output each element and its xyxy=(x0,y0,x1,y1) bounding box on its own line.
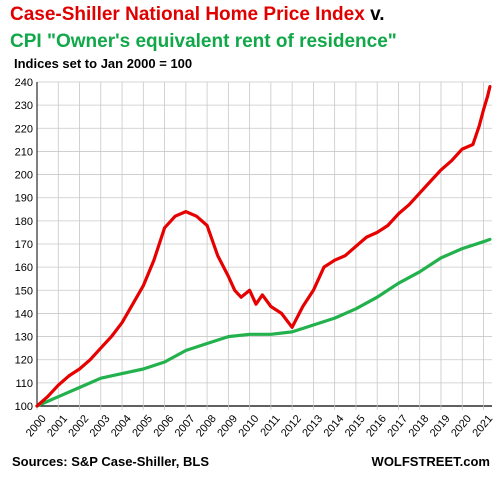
title-red-part: Case-Shiller National Home Price Index xyxy=(10,4,365,25)
chart-grid xyxy=(36,81,492,410)
x-tick-label: 2003 xyxy=(88,413,113,439)
x-tick-label: 2005 xyxy=(130,413,155,439)
x-tick-label: 2012 xyxy=(279,413,304,439)
x-tick-label: 2006 xyxy=(151,413,176,439)
x-axis: 2000200120022003200420052006200720082009… xyxy=(24,413,495,439)
y-tick-label: 210 xyxy=(15,146,33,158)
y-tick-label: 230 xyxy=(15,100,33,112)
y-tick-label: 100 xyxy=(15,401,33,413)
x-tick-label: 2000 xyxy=(24,413,49,439)
x-tick-label: 2008 xyxy=(194,413,219,439)
series-line-case-shiller xyxy=(35,84,492,408)
x-tick-label: 2021 xyxy=(470,413,495,439)
x-tick-label: 2015 xyxy=(343,413,368,439)
x-tick-label: 2018 xyxy=(407,413,432,439)
x-tick-label: 2020 xyxy=(449,413,474,439)
chart-title-line-1: Case-Shiller National Home Price Index v… xyxy=(10,4,385,26)
y-tick-label: 240 xyxy=(15,77,33,89)
y-tick-label: 140 xyxy=(15,308,33,320)
x-tick-label: 2002 xyxy=(66,413,91,439)
x-tick-label: 2014 xyxy=(322,413,347,439)
chart-title-line-2: CPI "Owner's equivalent rent of residenc… xyxy=(10,31,397,52)
series-lines xyxy=(35,84,492,408)
y-tick-label: 160 xyxy=(15,262,33,274)
y-tick-label: 190 xyxy=(15,193,33,205)
chart-subtitle: Indices set to Jan 2000 = 100 xyxy=(14,56,193,71)
y-tick-label: 130 xyxy=(15,332,33,344)
y-tick-label: 200 xyxy=(15,170,33,182)
x-tick-label: 2019 xyxy=(428,413,453,439)
x-tick-label: 2010 xyxy=(237,413,262,439)
y-tick-label: 180 xyxy=(15,216,33,228)
x-tick-label: 2007 xyxy=(173,413,198,439)
series-line-oer xyxy=(35,237,492,408)
brand-watermark: WOLFSTREET.com xyxy=(371,454,490,469)
x-tick-label: 2009 xyxy=(215,413,240,439)
y-axis: 100 110 120 130 140 150 160 170 180 190 200 210 220 2… xyxy=(15,77,38,413)
x-tick-label: 2011 xyxy=(258,413,282,439)
y-tick-label: 170 xyxy=(15,239,33,251)
x-tick-label: 2004 xyxy=(109,413,134,439)
y-tick-label: 110 xyxy=(15,378,33,390)
y-tick-label: 150 xyxy=(15,285,33,297)
title-connector: v. xyxy=(364,4,385,25)
x-tick-label: 2013 xyxy=(300,413,325,439)
x-tick-label: 2017 xyxy=(385,413,410,439)
x-tick-label: 2016 xyxy=(364,413,389,439)
source-note: Sources: S&P Case-Shiller, BLS xyxy=(12,454,209,469)
x-tick-label: 2001 xyxy=(45,413,70,439)
y-tick-label: 220 xyxy=(15,123,33,135)
y-tick-label: 120 xyxy=(15,355,33,367)
